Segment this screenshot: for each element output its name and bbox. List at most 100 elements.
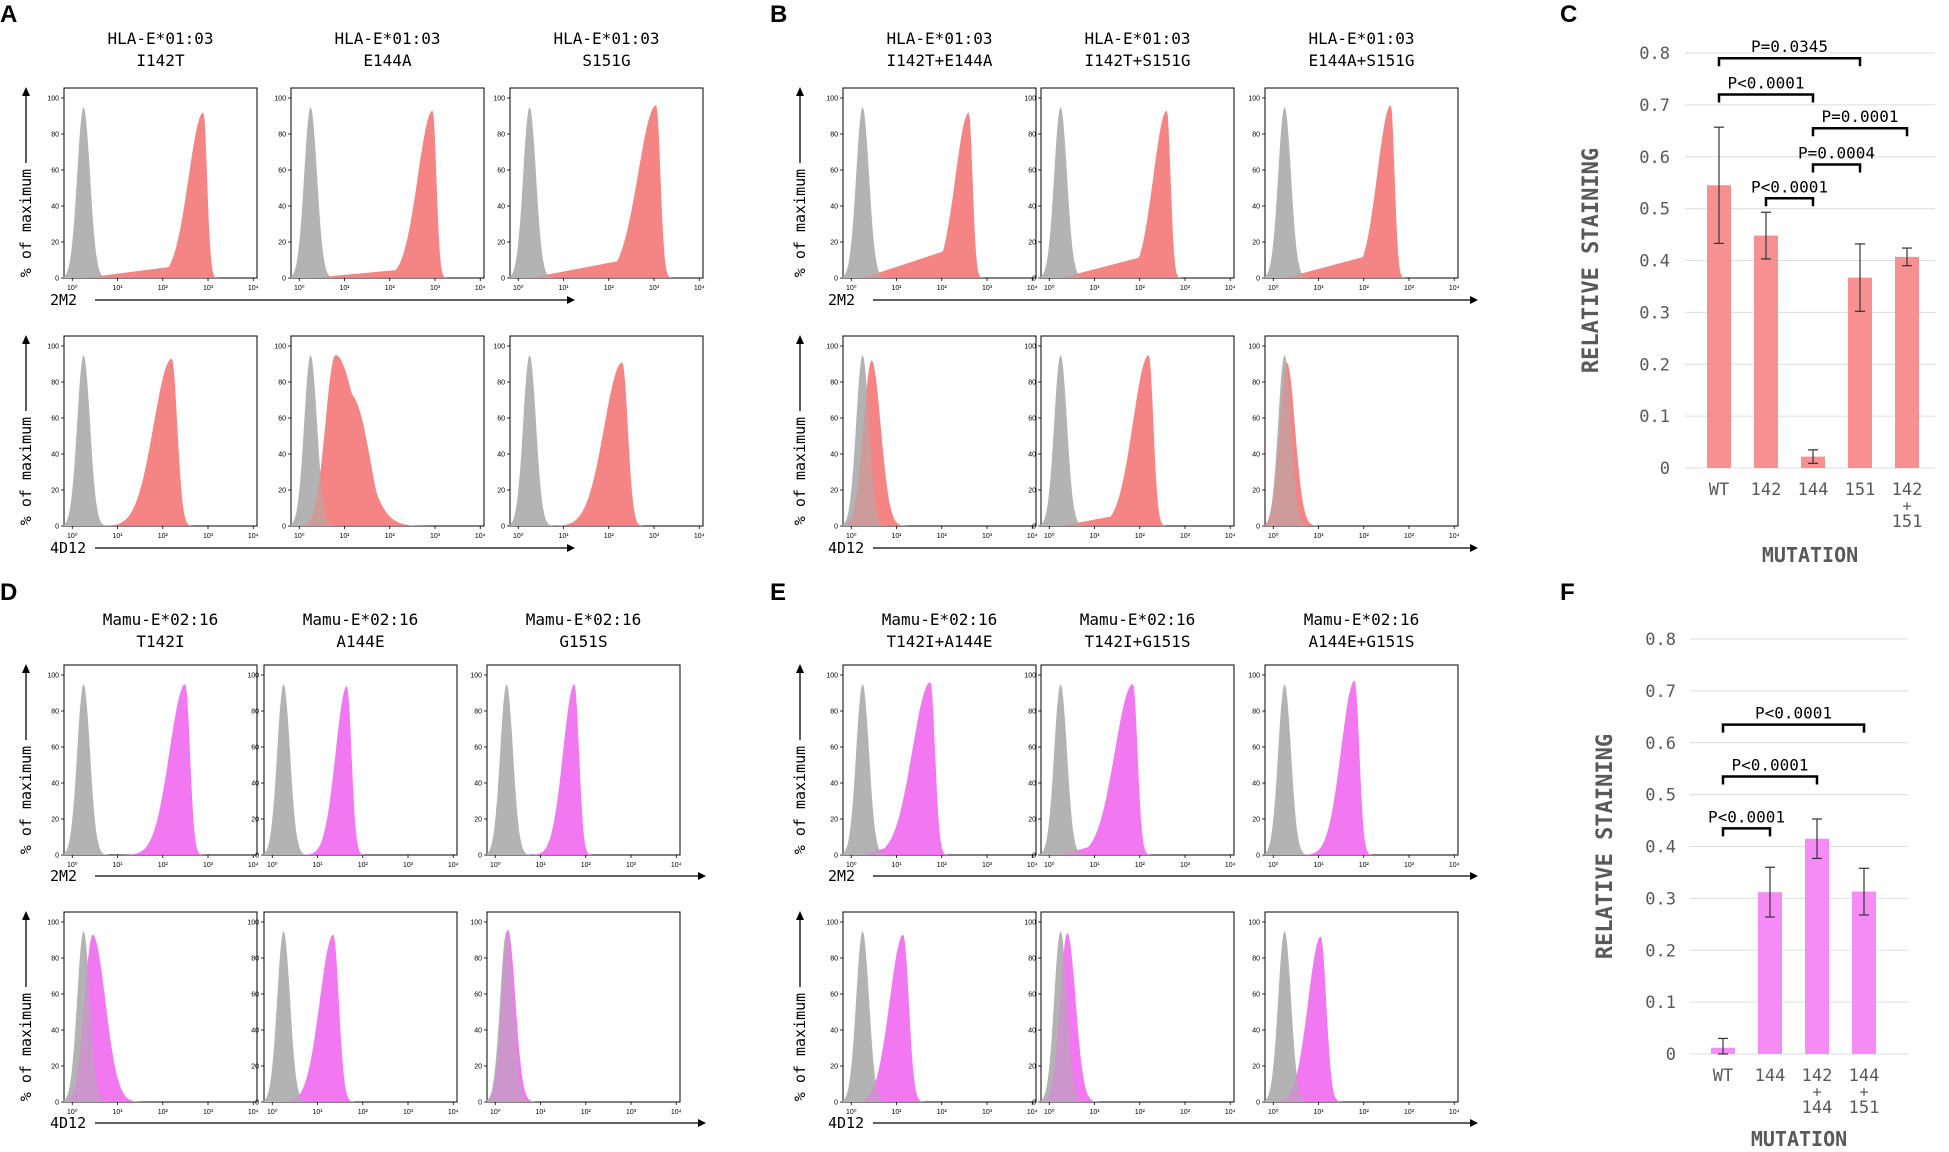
y-tick-label: 40 (1028, 204, 1036, 211)
y-axis-title: RELATIVE STAINING (1579, 148, 1604, 373)
y-axis-label: % of maximum (791, 417, 809, 525)
x-axis-label: 4D12 (828, 1114, 864, 1132)
x-tick-label: 10⁰ (1044, 284, 1055, 292)
y-tick-label: 0 (255, 1100, 259, 1107)
x-tick-label: 10¹ (558, 285, 569, 292)
x-tick-label: 10¹ (112, 533, 123, 540)
y-tick-label: 80 (1028, 709, 1036, 716)
plot-frame (842, 911, 1037, 1103)
column-title-mutant: S151G (582, 51, 630, 70)
histogram-plot: 0 20 40 60 80 100 10⁰ 10¹ 10² 10³ 10⁴ (1248, 664, 1460, 869)
y-tick-label: 100 (493, 96, 505, 103)
isotype-control-overlay (1040, 684, 1234, 855)
column-title-species: Mamu-E*02:16 (882, 610, 998, 629)
y-tick-label: 0 (1032, 853, 1036, 860)
column-title-species: HLA-E*01:03 (1309, 29, 1415, 48)
x-tick-label: 10⁴ (475, 533, 486, 540)
x-tick-label: 10¹ (891, 1109, 902, 1116)
y-tick-label: 0.6 (1645, 734, 1676, 754)
y-tick-label: 40 (51, 452, 59, 459)
x-tick-label: 10⁰ (67, 861, 78, 869)
p-value-label: P<0.0001 (1731, 755, 1808, 774)
staining-histogram (509, 105, 703, 278)
x-tick-label: 10¹ (312, 862, 323, 869)
y-tick-label: 0.5 (1645, 786, 1676, 806)
y-tick-label: 40 (1028, 452, 1036, 459)
plot-frame (263, 911, 458, 1103)
y-tick-label: 80 (474, 956, 482, 963)
x-tick-label: 142 (1802, 1066, 1833, 1086)
y-tick-label: 0.7 (1645, 682, 1676, 702)
staining-histogram (63, 112, 258, 278)
significance-bracket (1717, 93, 1815, 103)
column-title-species: HLA-E*01:03 (1085, 29, 1191, 48)
histogram-plot: 0 20 40 60 80 100 10⁰ 10¹ 10² 10³ 10⁴ (1248, 87, 1460, 292)
y-tick-label: 100 (1248, 344, 1260, 351)
histogram-plot: 0 20 40 60 80 100 10⁰ 10¹ 10² 10³ 10⁴ (274, 335, 486, 540)
x-tick-label: 10⁴ (694, 285, 705, 292)
y-tick-label: 100 (1024, 344, 1036, 351)
y-tick-label: 0.3 (1639, 303, 1670, 323)
histogram-plot: 0 20 40 60 80 100 10⁰ 10¹ 10² 10³ 10⁴ (47, 87, 259, 292)
y-tick-label: 20 (51, 1064, 59, 1071)
y-tick-label: 60 (474, 992, 482, 999)
x-tick-label: 10⁰ (294, 532, 305, 540)
y-tick-label: 20 (51, 817, 59, 824)
x-tick-label: 10⁴ (671, 1109, 682, 1116)
y-tick-label: 40 (51, 781, 59, 788)
x-tick-label: 10⁴ (1449, 1109, 1460, 1116)
x-axis-label: 4D12 (50, 1114, 86, 1132)
panel-letter: E (770, 579, 786, 606)
y-tick-label: 80 (1252, 132, 1260, 139)
y-tick-label: 80 (497, 132, 505, 139)
x-tick-label: 10⁰ (846, 284, 857, 292)
y-tick-label: 100 (470, 920, 482, 927)
x-tick-label: 10³ (1404, 862, 1415, 869)
x-tick-label: 10² (1359, 862, 1370, 869)
y-tick-label: 60 (251, 992, 259, 999)
histogram-plot: 0 20 40 60 80 100 10⁰ 10¹ 10² 10³ 10⁴ (1024, 664, 1236, 869)
x-tick-label: 10⁴ (1027, 1109, 1038, 1116)
plot-frame (63, 87, 258, 279)
significance-bracket (1717, 56, 1862, 67)
x-tick-label: 10¹ (1089, 285, 1100, 292)
x-tick-label: 10⁴ (1225, 1109, 1236, 1116)
y-tick-label: 20 (497, 488, 505, 495)
histogram-plot: 0 20 40 60 80 100 10⁰ 10¹ 10² 10³ 10⁴ (1248, 911, 1460, 1116)
y-tick-label: 80 (51, 956, 59, 963)
y-tick-label: 40 (1252, 452, 1260, 459)
column-title-mutant: E144A (363, 51, 412, 70)
y-tick-label: 0 (1032, 524, 1036, 531)
y-tick-label: 0 (501, 276, 505, 283)
x-tick-label: + (1902, 497, 1911, 515)
column-title-species: HLA-E*01:03 (108, 29, 214, 48)
x-tick-label: 10⁰ (846, 1108, 857, 1116)
x-tick-label: 10² (158, 533, 169, 540)
y-tick-label: 0.7 (1639, 96, 1670, 116)
flow-panel-d: D Mamu-E*02:16 T142I Mamu-E*02:16 A144E Mamu-… (0, 579, 706, 1132)
y-tick-label: 100 (470, 673, 482, 680)
y-tick-label: 40 (251, 781, 259, 788)
histogram-plot: 0 20 40 60 80 100 10⁰ 10¹ 10² 10³ 10⁴ (1248, 335, 1460, 540)
y-tick-label: 100 (1248, 673, 1260, 680)
x-tick-label: 10² (358, 1109, 369, 1116)
column-title-mutant: G151S (559, 632, 607, 651)
isotype-control-overlay (1040, 931, 1234, 1102)
y-tick-label: 80 (474, 709, 482, 716)
x-tick-label: 10³ (1180, 1109, 1191, 1116)
staining-histogram (63, 934, 258, 1102)
x-tick-label: 10⁰ (1044, 532, 1055, 540)
flow-panel-a: A HLA-E*01:03 I142T HLA-E*01:03 E144A HLA-E*0… (0, 1, 705, 557)
column-title-species: Mamu-E*02:16 (103, 610, 219, 629)
x-tick-label: 10⁴ (1027, 285, 1038, 292)
significance-bracket (1764, 197, 1815, 207)
x-tick-label: 10¹ (339, 285, 350, 292)
x-tick-label: + (1859, 1083, 1868, 1101)
y-tick-label: 0 (478, 1100, 482, 1107)
y-tick-label: 20 (51, 488, 59, 495)
x-tick-label: 10¹ (112, 862, 123, 869)
isotype-control-overlay (290, 355, 484, 526)
y-tick-label: 20 (1028, 1064, 1036, 1071)
x-tick-label: 10³ (1180, 533, 1191, 540)
x-tick-label: 10⁰ (1268, 284, 1279, 292)
